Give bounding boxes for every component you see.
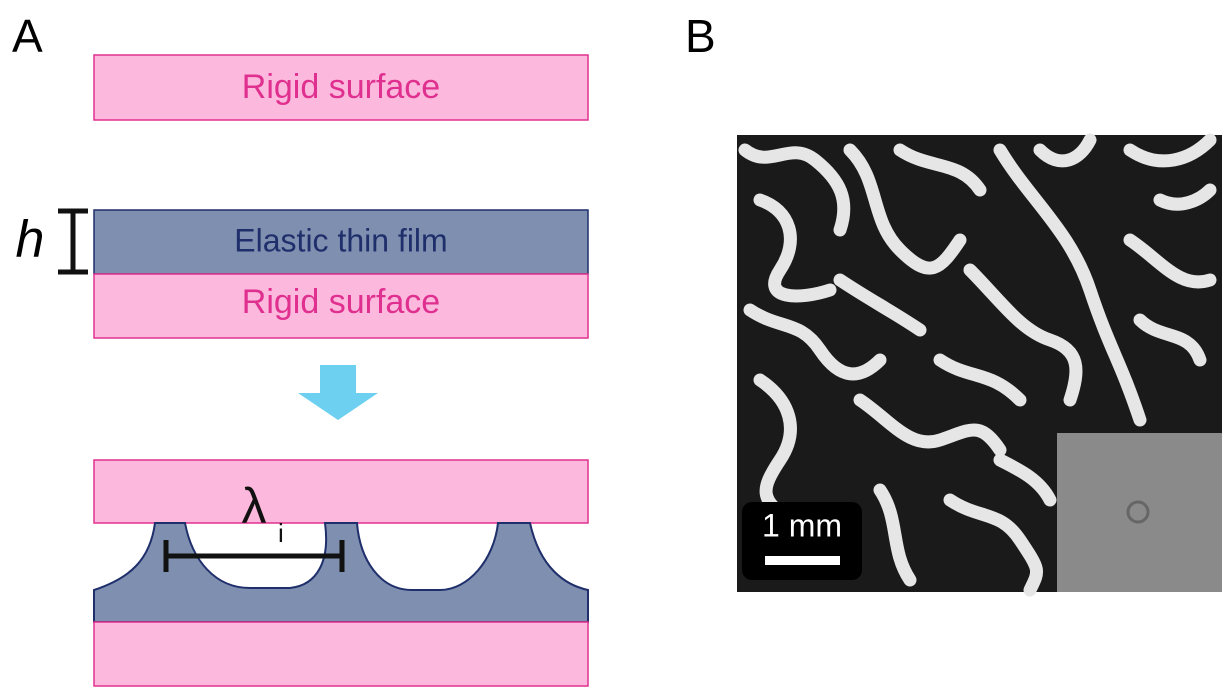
plate-label: Rigid surface	[242, 283, 440, 321]
wavelength-label: λ	[242, 478, 267, 534]
wrinkled-film	[94, 523, 588, 622]
panel-label: A	[12, 10, 43, 62]
thickness-bracket	[58, 211, 88, 272]
panel-label: B	[685, 10, 716, 62]
rigid-plate	[94, 622, 588, 686]
plate-label: Rigid surface	[242, 68, 440, 106]
film-label: Elastic thin film	[234, 222, 447, 258]
scale-bar-label: 1 mm	[762, 507, 842, 543]
wavelength-subscript: i	[278, 518, 284, 548]
rigid-plate	[94, 460, 588, 523]
scale-bar	[765, 556, 840, 565]
figure: A Rigid surface h Elastic thin film Rigi…	[0, 0, 1224, 688]
arrow	[298, 365, 378, 420]
thickness-label: h	[16, 211, 45, 269]
